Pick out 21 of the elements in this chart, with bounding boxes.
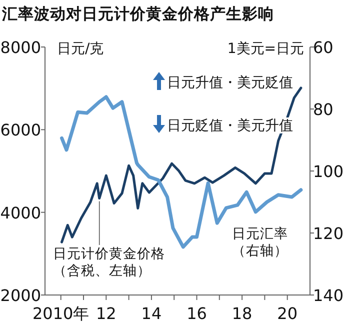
y-tick-label: 6000 (0, 120, 41, 140)
y2-tick-label: 60 (313, 38, 334, 57)
chart-title: 汇率波动对日元计价黄金价格产生影响 (1, 5, 274, 23)
x-tick-label: 2010年 (32, 304, 90, 323)
x-tick-label: 20 (277, 304, 298, 323)
y2-tick-label: 80 (313, 100, 334, 119)
y-axis-title: 日元/克 (57, 41, 104, 57)
x-tick-label: 16 (186, 304, 207, 323)
annotation: 日元升值・美元贬值 (167, 75, 293, 91)
y2-tick-label: 120 (313, 224, 344, 243)
y-tick-label: 8000 (0, 38, 41, 57)
x-tick-label: 14 (141, 304, 162, 323)
x-tick-label: 12 (96, 304, 116, 323)
x-tick-label: 18 (232, 304, 252, 323)
y2-tick-label: 100 (313, 162, 344, 181)
y-tick-label: 4000 (0, 203, 41, 222)
y-tick-label: 2000 (0, 286, 41, 305)
series-label: 日元计价黄金价格（含税、左轴） (53, 246, 165, 279)
series-label: 日元汇率（右轴） (232, 226, 288, 259)
y2-tick-label: 140 (313, 286, 344, 305)
y2-axis-title: 1美元=日元 (227, 41, 304, 57)
